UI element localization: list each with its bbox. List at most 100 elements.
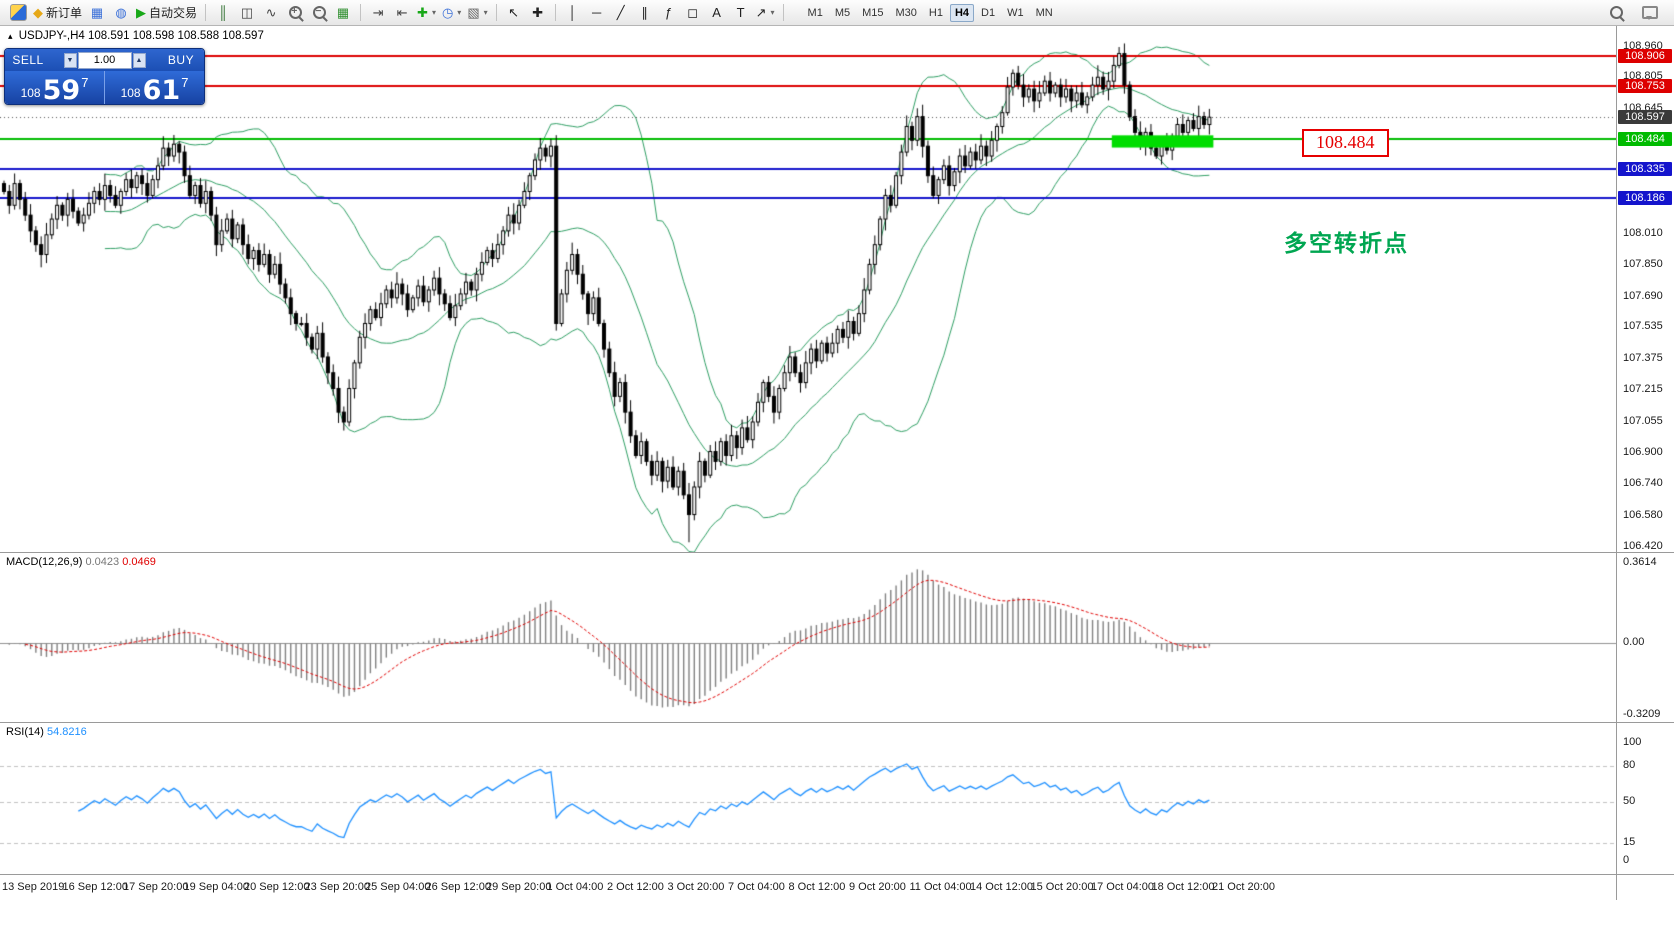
time-tick-label: 20 Sep 12:00 bbox=[244, 881, 310, 893]
timeframe-mn-button[interactable]: MN bbox=[1035, 6, 1053, 19]
price-tick: 106.580 bbox=[1623, 508, 1663, 521]
macd-canvas[interactable] bbox=[0, 555, 1616, 721]
price-line-badge: 108.186 bbox=[1618, 191, 1672, 206]
crosshair-button[interactable]: ✚ bbox=[526, 3, 550, 23]
timeframe-w1-button[interactable]: W1 bbox=[1007, 6, 1024, 19]
time-tick-label: 15 Oct 20:00 bbox=[1030, 881, 1094, 893]
autotrading-button[interactable]: ▶ 自动交易 bbox=[133, 3, 200, 23]
timeframe-d1-button[interactable]: D1 bbox=[981, 6, 996, 19]
profiles-button[interactable]: ▦ bbox=[85, 3, 109, 23]
price-line-badge: 108.335 bbox=[1618, 161, 1672, 176]
vertical-line-button[interactable]: │ bbox=[561, 3, 585, 23]
price-level-label[interactable]: 108.484 bbox=[1302, 129, 1389, 157]
timeframe-toolbar: M1 M5 M15 M30 H1 H4 D1 W1 MN bbox=[803, 3, 1058, 22]
tile-windows-button[interactable]: ▦ bbox=[331, 3, 355, 23]
timeframe-m15-button[interactable]: M15 bbox=[862, 6, 884, 19]
buy-price-big: 61 bbox=[142, 75, 181, 105]
text-icon: A bbox=[712, 5, 721, 20]
rsi-canvas[interactable] bbox=[0, 725, 1616, 873]
price-line-badge: 108.753 bbox=[1618, 79, 1672, 94]
line-chart-type-button[interactable]: ∿ bbox=[259, 3, 283, 23]
toolbar-separator bbox=[782, 4, 784, 21]
cursor-button[interactable]: ↖ bbox=[502, 3, 526, 23]
macd-value-main: 0.0423 bbox=[85, 556, 120, 568]
time-axis[interactable]: 13 Sep 2019 16 Sep 12:00 17 Sep 20:00 19 Se… bbox=[0, 874, 1616, 900]
price-tick: 108.960 bbox=[1623, 39, 1663, 52]
buy-button[interactable]: 108 61 7 bbox=[105, 71, 204, 105]
rsi-value: 54.8216 bbox=[46, 726, 87, 738]
templates-button[interactable]: ▧ ▾ bbox=[464, 3, 490, 23]
shapes-button[interactable]: ◻ bbox=[681, 3, 705, 23]
turning-point-note[interactable]: 多空转折点 bbox=[1284, 230, 1409, 256]
time-tick-label: 8 Oct 12:00 bbox=[788, 881, 846, 893]
price-line-badge: 108.906 bbox=[1618, 49, 1672, 64]
price-tick: 108.805 bbox=[1623, 70, 1663, 83]
time-tick-label: 14 Oct 12:00 bbox=[970, 881, 1033, 893]
time-tick-label: 26 Sep 12:00 bbox=[425, 881, 491, 893]
price-tick: 106.900 bbox=[1623, 445, 1663, 458]
price-axis[interactable]: 108.960 108.805 108.645 108.010 107.850 107.6… bbox=[1616, 26, 1674, 900]
bar-chart-type-button[interactable]: ║ bbox=[211, 3, 235, 23]
zoom-in-button[interactable] bbox=[283, 3, 307, 23]
price-tick: 107.850 bbox=[1623, 258, 1663, 271]
volume-decrease-button[interactable]: ▼ bbox=[63, 52, 77, 68]
buy-price-pip: 7 bbox=[181, 75, 189, 90]
timeframe-h1-button[interactable]: H1 bbox=[928, 6, 943, 19]
time-tick-label: 17 Oct 04:00 bbox=[1091, 881, 1154, 893]
templates-icon: ▧ bbox=[467, 5, 480, 20]
macd-header: MACD(12,26,9) 0.0423 0.0469 bbox=[6, 556, 156, 568]
timeframe-m5-button[interactable]: M5 bbox=[834, 6, 851, 19]
auto-scroll-button[interactable]: ⇥ bbox=[366, 3, 390, 23]
feedback-button[interactable] bbox=[1638, 3, 1662, 23]
horizontal-line-button[interactable]: ─ bbox=[585, 3, 609, 23]
price-tick: 107.690 bbox=[1623, 289, 1663, 302]
one-click-prices: 108 59 7 108 61 7 bbox=[5, 71, 204, 105]
price-tick: 106.740 bbox=[1623, 477, 1663, 490]
main-chart-panel: ▴ USDJPY-,H4 108.591 108.598 108.588 108… bbox=[0, 26, 1616, 552]
arrows-button[interactable]: ↗ ▾ bbox=[753, 3, 778, 23]
new-order-button[interactable]: ◆ 新订单 bbox=[30, 3, 85, 23]
text-button[interactable]: A bbox=[705, 3, 729, 23]
chart-shift-icon: ⇤ bbox=[396, 5, 408, 20]
fibonacci-button[interactable]: ƒ bbox=[657, 3, 681, 23]
axis-panel-separator bbox=[1617, 722, 1674, 723]
price-tick: 108.010 bbox=[1623, 226, 1663, 239]
rsi-panel: RSI(14) 54.8216 bbox=[0, 722, 1616, 874]
oneclick-collapse-icon[interactable]: ▴ bbox=[8, 31, 13, 41]
autotrading-button-label: 自动交易 bbox=[149, 6, 198, 20]
price-tick: 107.535 bbox=[1623, 320, 1663, 333]
time-tick-label: 25 Sep 04:00 bbox=[365, 881, 431, 893]
trendline-button[interactable]: ╱ bbox=[609, 3, 633, 23]
one-click-trading-panel: SELL ▼ ▲ BUY 108 59 7 108 61 7 bbox=[4, 48, 205, 105]
alerts-button[interactable]: ◍ bbox=[109, 3, 133, 23]
toolbar-separator bbox=[554, 4, 556, 21]
axis-panel-separator bbox=[1617, 552, 1674, 553]
periods-button[interactable]: ◷ ▾ bbox=[439, 3, 464, 23]
templates-button-caret-icon: ▾ bbox=[483, 8, 488, 17]
sell-button[interactable]: 108 59 7 bbox=[5, 71, 105, 104]
label-button[interactable]: T bbox=[729, 3, 753, 23]
macd-panel: MACD(12,26,9) 0.0423 0.0469 bbox=[0, 552, 1616, 722]
price-chart-canvas[interactable] bbox=[0, 26, 1616, 552]
indicators-button[interactable]: ✚ ▾ bbox=[414, 3, 439, 23]
sell-price-prefix: 108 bbox=[20, 86, 41, 100]
zoom-out-button[interactable] bbox=[307, 3, 331, 23]
sell-price-pip: 7 bbox=[81, 75, 89, 90]
candlestick-type-icon: ◫ bbox=[240, 5, 254, 20]
timeframe-m1-button[interactable]: M1 bbox=[807, 6, 823, 19]
tile-windows-icon: ▦ bbox=[336, 5, 350, 20]
search-button[interactable] bbox=[1604, 3, 1628, 23]
volume-increase-button[interactable]: ▲ bbox=[132, 52, 146, 68]
candlestick-type-button[interactable]: ◫ bbox=[235, 3, 259, 23]
volume-input[interactable] bbox=[77, 51, 132, 69]
chart-shift-button[interactable]: ⇤ bbox=[390, 3, 414, 23]
zoom-out-icon bbox=[312, 6, 326, 19]
timeframe-h4-button[interactable]: H4 bbox=[949, 3, 975, 22]
app-icon-button[interactable] bbox=[6, 3, 30, 23]
rsi-scale-tick: 50 bbox=[1623, 794, 1636, 807]
timeframe-m30-button[interactable]: M30 bbox=[895, 6, 917, 19]
time-tick-label: 1 Oct 04:00 bbox=[546, 881, 604, 893]
channel-button[interactable]: ∥ bbox=[633, 3, 657, 23]
toolbar-separator bbox=[360, 4, 362, 21]
macd-scale-tick: 0.00 bbox=[1623, 636, 1645, 649]
